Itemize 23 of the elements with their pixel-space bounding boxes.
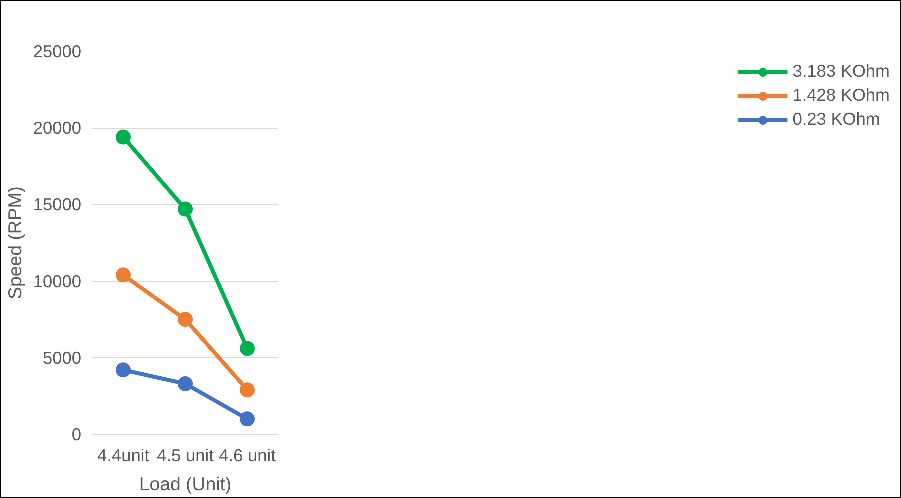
legend-label: 0.23 KOhm [792,109,880,130]
x-tick-label: 4.4unit [97,446,150,466]
x-axis-title: Load (Unit) [139,474,232,494]
y-tick-label: 20000 [33,118,82,138]
point [178,376,193,392]
point [240,341,255,356]
y-tick-label: 0 [72,424,82,444]
x-tick-label: 4.6 unit [219,446,276,466]
y-tick-label: 10000 [33,271,82,292]
point [240,412,255,427]
y-tick-label: 15000 [33,194,82,215]
legend-label: 1.428 KOhm [792,85,890,106]
y-tick-label: 5000 [42,348,82,368]
y-axis-title: Speed (RPM) [4,186,26,300]
legend-label: 3.183 KOhm [792,61,890,82]
x-tick-label: 4.5 unit [157,446,214,466]
point [116,268,131,283]
point [116,130,131,145]
point [178,312,193,328]
point [240,382,255,398]
y-tick-label: 25000 [33,42,82,62]
point [116,362,131,378]
point [178,202,193,217]
